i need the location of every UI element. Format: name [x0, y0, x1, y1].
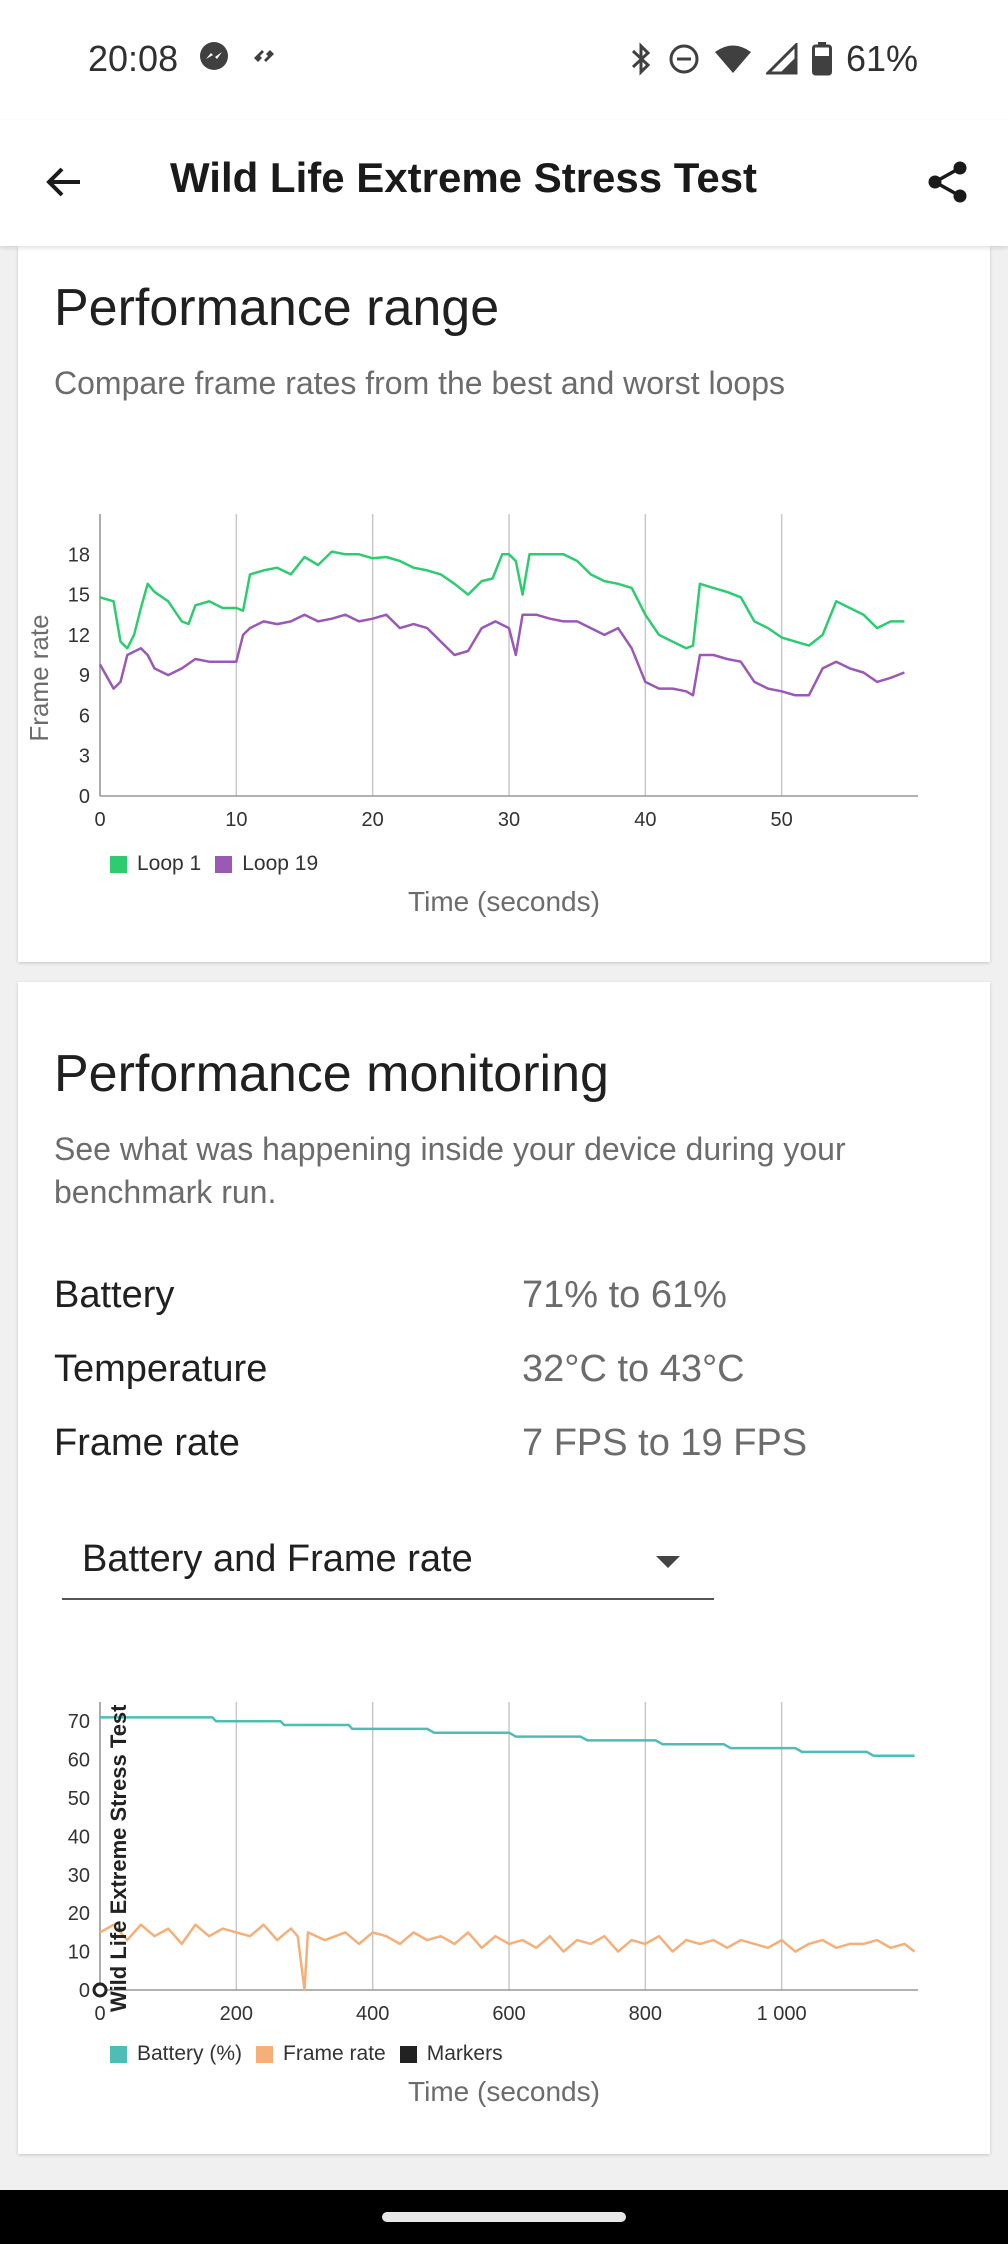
share-button[interactable] — [918, 152, 978, 212]
stat-value-battery: 71% to 61% — [522, 1274, 727, 1316]
legend-item-loop1: Loop 1 — [110, 852, 201, 876]
performance-range-card: Performance range Compare frame rates fr… — [18, 246, 990, 962]
chart2-x-axis-title: Time (seconds) — [408, 2076, 600, 2107]
chart2-marker-annotation: Wild Life Extreme Stress Test — [106, 1704, 131, 2012]
status-bar: 20:08 61% — [0, 0, 1008, 120]
chart-metric-dropdown[interactable]: Battery and Frame rate — [62, 1530, 714, 1600]
messenger-icon — [198, 40, 230, 72]
legend-label-markers: Markers — [426, 2042, 503, 2065]
chart2-series-line-1 — [99, 1923, 916, 1992]
chart1-x-axis-title: Time (seconds) — [408, 886, 600, 917]
frame-rate-loops-chart: 0 10 20 30 40 50 0 3 6 9 12 15 18 Frame rate — [24, 514, 918, 831]
legend-swatch-battery — [110, 2045, 127, 2063]
legend-swatch-markers — [399, 2045, 417, 2063]
chart2-x-tick-label: 600 — [492, 2003, 525, 2025]
cellular-icon — [765, 43, 798, 75]
stat-row-temperature: Temperature 32°C to 43°C — [54, 1348, 954, 1398]
chart1-y-tick-label: 3 — [79, 746, 90, 768]
stat-row-battery: Battery 71% to 61% — [54, 1274, 954, 1324]
legend-item-loop19: Loop 19 — [215, 852, 318, 876]
chart2-x-tick-label: 400 — [356, 2003, 389, 2025]
chart1-x-tick-label: 50 — [771, 809, 793, 831]
legend-swatch-loop19 — [215, 855, 233, 873]
chart1-x-tick-label: 40 — [634, 809, 656, 831]
chart2-y-tick-label: 0 — [79, 1980, 90, 2002]
legend-label-battery: Battery (%) — [137, 2042, 243, 2065]
stat-label-battery: Battery — [54, 1274, 175, 1316]
chart2-y-tick-label: 50 — [68, 1788, 90, 1810]
chart1-legend: Loop 1 Loop 19 — [110, 852, 332, 876]
chart1-x-tick-label: 30 — [498, 809, 520, 831]
status-time: 20:08 — [88, 38, 179, 79]
chart1-x-tick-label: 0 — [94, 809, 105, 831]
back-button[interactable] — [34, 152, 94, 212]
chart1-y-tick-label: 12 — [68, 625, 90, 647]
stat-label-frame-rate: Frame rate — [54, 1422, 240, 1464]
page-title: Wild Life Extreme Stress Test — [170, 154, 758, 201]
stat-label-temperature: Temperature — [54, 1348, 268, 1390]
chart2-x-tick-label: 800 — [629, 2003, 662, 2025]
chart2-y-tick-label: 40 — [68, 1826, 90, 1848]
dropdown-selected-value: Battery and Frame rate — [82, 1538, 473, 1580]
performance-monitoring-title: Performance monitoring — [54, 1045, 609, 1103]
chart1-y-tick-label: 9 — [79, 665, 90, 687]
chart2-y-tick-label: 60 — [68, 1750, 90, 1772]
legend-swatch-frame-rate — [256, 2045, 274, 2063]
chart1-y-axis-title: Frame rate — [24, 614, 54, 741]
legend-label-frame-rate: Frame rate — [283, 2042, 386, 2065]
battery-frame-rate-chart: 0 200 400 600 800 1 000 0 10 20 30 40 50 60 70 Wild Li… — [68, 1702, 918, 2025]
chart2-y-tick-label: 70 — [68, 1711, 90, 1733]
chart1-y-tick-label: 6 — [79, 705, 90, 727]
status-system-icons: 61% — [628, 38, 918, 80]
performance-monitoring-card: Performance monitoring See what was happ… — [18, 982, 990, 2154]
app-bar: Wild Life Extreme Stress Test — [0, 120, 1008, 246]
chevron-down-icon — [656, 1556, 680, 1568]
wifi-icon — [714, 43, 752, 75]
system-navigation-bar — [0, 2190, 1008, 2244]
share-icon — [928, 161, 967, 203]
performance-range-subtitle: Compare frame rates from the best and wo… — [54, 365, 785, 401]
chart2-marker-point — [92, 1982, 108, 1998]
chart2-x-tick-label: 0 — [94, 2003, 105, 2025]
legend-swatch-loop1 — [110, 855, 127, 873]
performance-range-title: Performance range — [54, 279, 500, 337]
status-notification-icons — [198, 40, 280, 72]
arrow-back-icon — [46, 167, 80, 197]
home-gesture-handle[interactable] — [382, 2212, 626, 2222]
chart2-y-tick-label: 20 — [68, 1903, 90, 1925]
legend-label-loop19: Loop 19 — [242, 852, 319, 875]
chart1-x-tick-label: 10 — [225, 809, 247, 831]
chart2-legend: Battery (%) Frame rate Markers — [110, 2042, 517, 2066]
stat-value-frame-rate: 7 FPS to 19 FPS — [522, 1422, 808, 1464]
legend-item-markers: Markers — [399, 2042, 503, 2066]
battery-icon — [811, 42, 832, 76]
chart1-y-tick-label: 15 — [68, 585, 90, 607]
chart1-y-tick-label: 0 — [79, 786, 90, 808]
chart2-y-tick-label: 10 — [68, 1942, 90, 1964]
chart1-series-line-1 — [98, 613, 905, 697]
legend-label-loop1: Loop 1 — [137, 852, 202, 875]
stat-value-temperature: 32°C to 43°C — [522, 1348, 745, 1390]
chart2-series-line-0 — [100, 1716, 915, 1758]
chart1-y-tick-label: 18 — [68, 544, 90, 566]
bluetooth-icon — [628, 42, 654, 76]
chart2-y-tick-label: 30 — [68, 1865, 90, 1887]
legend-item-frame-rate: Frame rate — [256, 2042, 386, 2066]
notification-swirl-icon — [248, 40, 280, 72]
legend-item-battery: Battery (%) — [110, 2042, 242, 2066]
chart1-series-line-0 — [99, 550, 905, 650]
do-not-disturb-icon — [668, 43, 700, 75]
chart2-x-tick-label: 200 — [220, 2003, 253, 2025]
chart1-x-tick-label: 20 — [362, 809, 384, 831]
performance-monitoring-subtitle: See what was happening inside your devic… — [54, 1131, 846, 1210]
battery-percent: 61% — [845, 38, 918, 79]
stat-row-frame-rate: Frame rate 7 FPS to 19 FPS — [54, 1422, 954, 1472]
chart2-x-tick-label: 1 000 — [757, 2003, 807, 2025]
